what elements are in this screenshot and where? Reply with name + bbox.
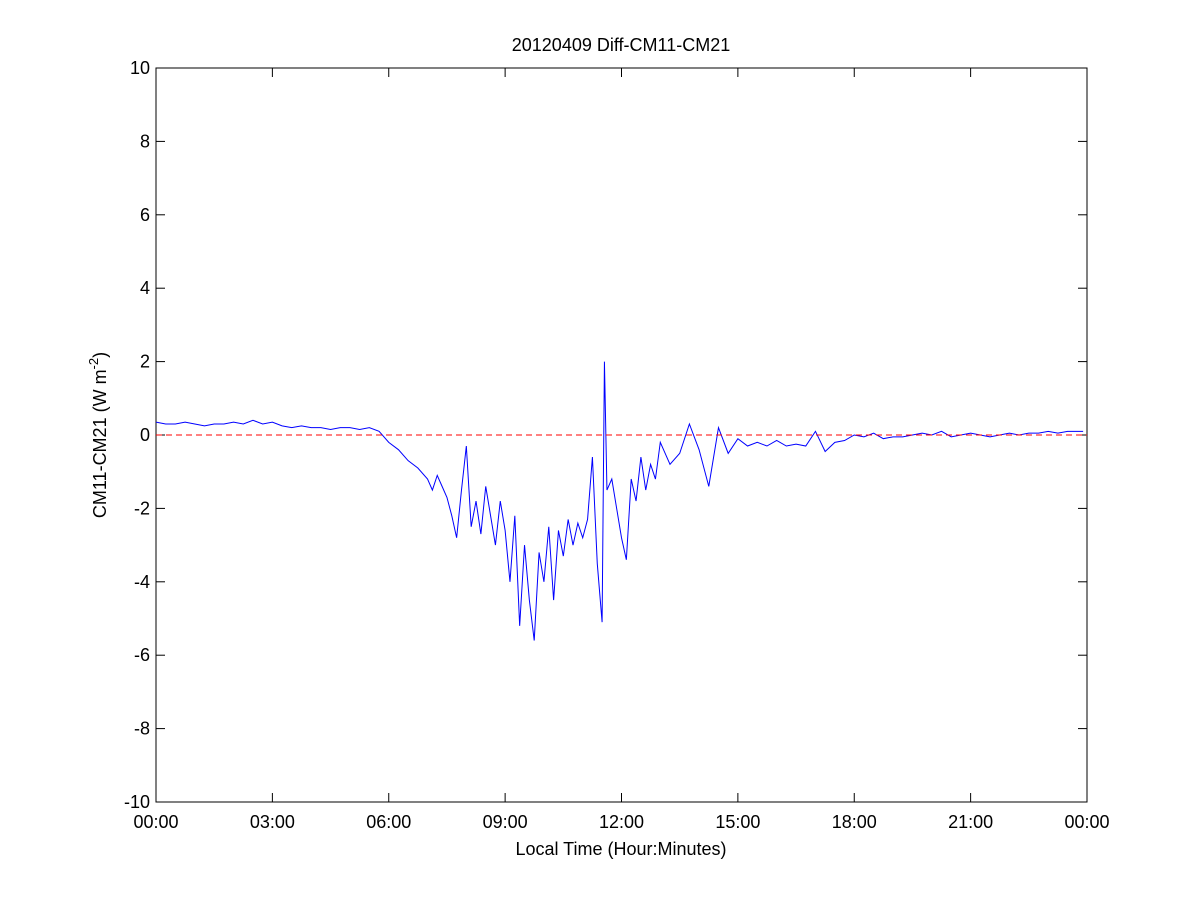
- y-tick-label: 0: [140, 425, 150, 445]
- y-tick-label: 2: [140, 352, 150, 372]
- x-tick-label: 00:00: [1064, 812, 1109, 832]
- x-tick-label: 18:00: [832, 812, 877, 832]
- x-tick-label: 00:00: [133, 812, 178, 832]
- data-line: [155, 361, 1084, 641]
- y-tick-label: 8: [140, 131, 150, 151]
- y-tick-label: 10: [130, 58, 150, 78]
- x-axis-label: Local Time (Hour:Minutes): [515, 839, 726, 859]
- y-tick-label: -10: [124, 792, 150, 812]
- y-tick-label: -8: [134, 719, 150, 739]
- y-axis-label-end: ): [90, 352, 110, 358]
- x-tick-label: 09:00: [483, 812, 528, 832]
- y-tick-label: -2: [134, 498, 150, 518]
- y-axis-label-text: CM11-CM21 (W m: [90, 369, 110, 518]
- x-tick-label: 15:00: [715, 812, 760, 832]
- y-axis-label: CM11-CM21 (W m-2): [86, 352, 110, 518]
- chart-title: 20120409 Diff-CM11-CM21: [512, 35, 730, 55]
- y-tick-label: 4: [140, 278, 150, 298]
- x-tick-label: 06:00: [366, 812, 411, 832]
- y-tick-label: 6: [140, 205, 150, 225]
- y-tick-label: -6: [134, 645, 150, 665]
- x-tick-label: 21:00: [948, 812, 993, 832]
- x-tick-label: 03:00: [250, 812, 295, 832]
- y-axis-label-sup: -2: [86, 358, 101, 370]
- y-tick-label: -4: [134, 572, 150, 592]
- x-tick-label: 12:00: [599, 812, 644, 832]
